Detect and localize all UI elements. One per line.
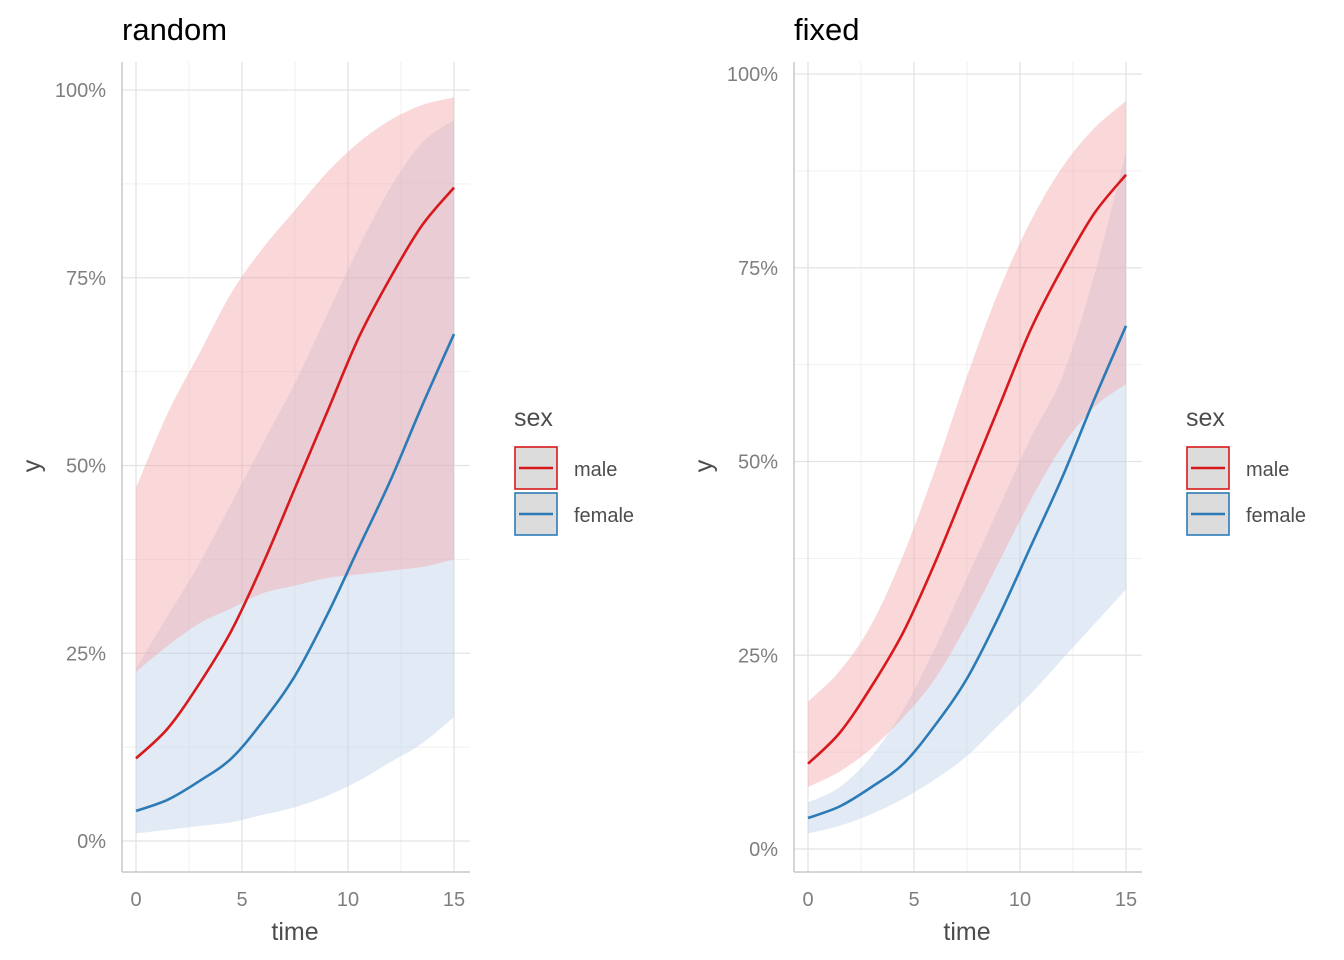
- x-tick-label: 0: [130, 889, 141, 911]
- grid: [793, 62, 1142, 873]
- panel-random: random y time sex male female 0 5 10 15 0% 25…: [18, 12, 634, 946]
- y-axis-label: y: [18, 459, 46, 472]
- y-tick-label: 25%: [66, 643, 106, 665]
- panel-title: random: [122, 12, 227, 47]
- ribbon-male: [136, 97, 454, 673]
- x-tick-label: 10: [337, 889, 359, 911]
- y-tick-label: 50%: [66, 456, 106, 478]
- ribbon-female: [808, 151, 1126, 834]
- line-male: [135, 186, 455, 760]
- y-tick-label: 100%: [55, 80, 106, 102]
- panel-fixed: fixed y time sex male female 0 5 10 15 0% 25%…: [690, 12, 1306, 946]
- line-female: [807, 325, 1128, 820]
- legend-title: sex: [1186, 404, 1225, 432]
- ribbon-female: [136, 120, 454, 834]
- x-tick-label: 10: [1009, 889, 1031, 911]
- series-layer: [807, 101, 1128, 834]
- y-tick-label: 0%: [749, 839, 778, 861]
- x-tick-label: 15: [1115, 889, 1137, 911]
- y-axis-label: y: [690, 459, 718, 472]
- legend-label-female: female: [1246, 505, 1306, 527]
- legend-label-male: male: [574, 459, 617, 481]
- line-male: [807, 173, 1128, 765]
- grid: [121, 62, 470, 873]
- y-tick-label: 0%: [77, 831, 106, 853]
- legend-label-female: female: [574, 505, 634, 527]
- x-tick-label: 0: [802, 889, 813, 911]
- y-tick-label: 50%: [738, 452, 778, 474]
- y-tick-label: 25%: [738, 645, 778, 667]
- x-tick-label: 5: [236, 889, 247, 911]
- y-tick-label: 75%: [738, 258, 778, 280]
- y-tick-label: 100%: [727, 64, 778, 86]
- legend-label-male: male: [1246, 459, 1289, 481]
- y-tick-label: 75%: [66, 268, 106, 290]
- line-female: [135, 333, 456, 813]
- panel-title: fixed: [794, 12, 859, 47]
- x-axis-label: time: [271, 918, 318, 946]
- x-tick-label: 5: [908, 889, 919, 911]
- series-layer: [135, 97, 456, 834]
- x-tick-label: 15: [443, 889, 465, 911]
- legend-title: sex: [514, 404, 553, 432]
- x-axis-label: time: [943, 918, 990, 946]
- ribbon-male: [808, 101, 1126, 787]
